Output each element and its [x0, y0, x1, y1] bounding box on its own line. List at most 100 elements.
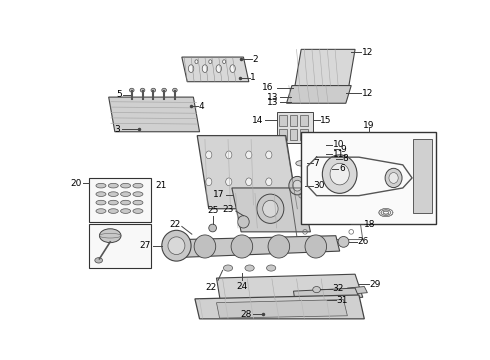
Text: 26: 26 [357, 237, 369, 246]
Bar [290, 115, 297, 126]
Ellipse shape [313, 287, 320, 293]
Polygon shape [217, 274, 363, 301]
Text: 11: 11 [333, 149, 344, 158]
Ellipse shape [96, 183, 106, 188]
Text: 4: 4 [199, 102, 204, 111]
Ellipse shape [121, 200, 131, 205]
Text: 12: 12 [362, 48, 373, 57]
Text: 22: 22 [205, 283, 217, 292]
Ellipse shape [263, 200, 278, 217]
Text: 32: 32 [333, 284, 344, 293]
Ellipse shape [133, 183, 143, 188]
Ellipse shape [188, 65, 194, 72]
Text: 2: 2 [253, 55, 258, 64]
Text: 8: 8 [343, 154, 348, 163]
Ellipse shape [305, 235, 326, 258]
Polygon shape [217, 300, 347, 318]
Ellipse shape [246, 151, 252, 159]
Ellipse shape [121, 183, 131, 188]
Ellipse shape [257, 194, 284, 223]
Ellipse shape [226, 151, 232, 159]
Ellipse shape [151, 88, 156, 92]
Ellipse shape [268, 235, 290, 258]
Text: 15: 15 [320, 116, 332, 125]
Text: 7: 7 [314, 159, 319, 168]
Ellipse shape [315, 152, 326, 157]
Polygon shape [413, 139, 432, 213]
Ellipse shape [121, 192, 131, 197]
Ellipse shape [325, 156, 336, 161]
Ellipse shape [226, 178, 232, 186]
Ellipse shape [266, 151, 272, 159]
Text: 10: 10 [333, 140, 344, 149]
Text: 21: 21 [155, 181, 166, 190]
Ellipse shape [133, 209, 143, 213]
Text: 5: 5 [116, 90, 122, 99]
Ellipse shape [223, 265, 233, 271]
Ellipse shape [216, 65, 221, 72]
Ellipse shape [121, 209, 131, 213]
Ellipse shape [108, 200, 118, 205]
Bar [276, 112, 314, 143]
Ellipse shape [206, 151, 212, 159]
Text: 18: 18 [364, 220, 375, 229]
Polygon shape [232, 188, 311, 232]
Ellipse shape [322, 155, 357, 193]
Text: 20: 20 [71, 179, 82, 188]
Bar [279, 130, 287, 140]
Polygon shape [287, 86, 351, 103]
Polygon shape [109, 97, 199, 132]
Bar [300, 130, 308, 140]
Text: 30: 30 [314, 181, 325, 190]
Ellipse shape [129, 88, 134, 92]
Polygon shape [182, 236, 340, 257]
Ellipse shape [96, 200, 106, 205]
Text: 22: 22 [169, 220, 180, 229]
Ellipse shape [267, 265, 276, 271]
Polygon shape [294, 288, 359, 301]
Bar [290, 130, 297, 140]
Text: 24: 24 [236, 282, 247, 291]
Text: 1: 1 [250, 73, 256, 82]
Ellipse shape [162, 230, 191, 261]
Ellipse shape [209, 60, 212, 64]
Ellipse shape [209, 224, 217, 232]
Text: 13: 13 [267, 93, 278, 102]
Ellipse shape [231, 235, 253, 258]
Ellipse shape [321, 166, 332, 171]
Text: 31: 31 [337, 296, 348, 305]
Ellipse shape [140, 88, 145, 92]
Polygon shape [195, 295, 365, 319]
Ellipse shape [289, 176, 306, 195]
Text: 6: 6 [339, 164, 344, 173]
Text: 12: 12 [362, 89, 373, 98]
Ellipse shape [108, 209, 118, 213]
Text: 17: 17 [213, 190, 224, 199]
Ellipse shape [108, 183, 118, 188]
Ellipse shape [133, 200, 143, 205]
Ellipse shape [389, 172, 398, 183]
Ellipse shape [293, 180, 302, 191]
Ellipse shape [266, 178, 272, 186]
Bar [279, 115, 287, 126]
Text: 14: 14 [252, 116, 264, 125]
Bar [300, 115, 308, 126]
Ellipse shape [246, 178, 252, 186]
Polygon shape [197, 136, 297, 209]
Bar [301, 132, 436, 224]
Ellipse shape [245, 265, 254, 271]
Text: 29: 29 [370, 280, 381, 289]
Polygon shape [347, 287, 368, 294]
Ellipse shape [194, 235, 216, 258]
Ellipse shape [323, 147, 334, 152]
Ellipse shape [108, 192, 118, 197]
Text: 9: 9 [341, 145, 346, 154]
Ellipse shape [95, 258, 102, 263]
Ellipse shape [162, 88, 167, 92]
Ellipse shape [202, 65, 208, 72]
Text: 28: 28 [241, 310, 252, 319]
Ellipse shape [230, 65, 235, 72]
Text: 19: 19 [363, 121, 374, 130]
Ellipse shape [172, 88, 177, 92]
Ellipse shape [99, 229, 121, 243]
